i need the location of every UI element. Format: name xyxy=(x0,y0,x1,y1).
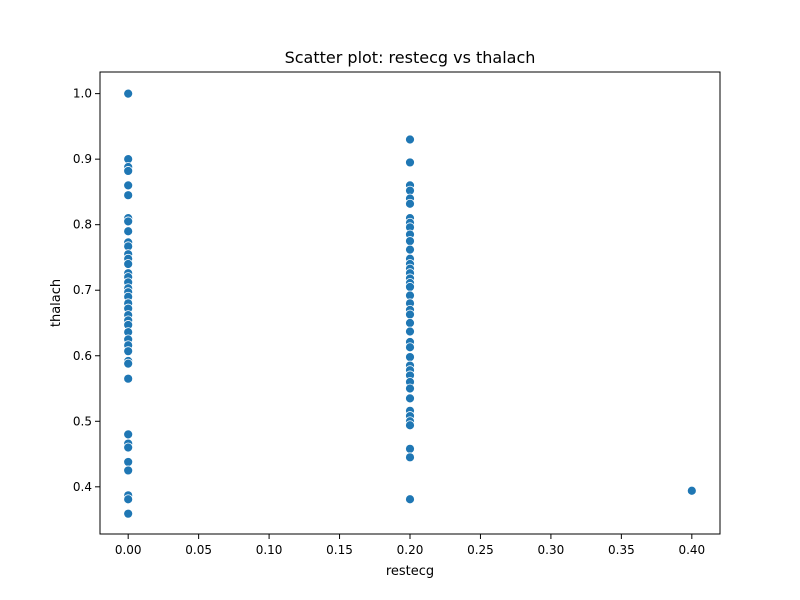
scatter-point xyxy=(405,282,415,292)
scatter-point xyxy=(405,157,415,168)
scatter-point xyxy=(405,244,415,255)
scatter-point xyxy=(405,393,415,404)
x-tick-label: 0.10 xyxy=(256,543,283,557)
x-tick-label: 0.00 xyxy=(115,543,142,557)
scatter-point xyxy=(405,326,415,337)
scatter-point xyxy=(123,442,134,453)
scatter-point xyxy=(123,166,134,176)
x-tick-label: 0.40 xyxy=(678,543,705,557)
x-tick-label: 0.05 xyxy=(185,543,212,557)
scatter-point xyxy=(123,226,134,237)
scatter-point xyxy=(405,352,415,362)
scatter-points xyxy=(123,88,697,519)
scatter-point xyxy=(686,485,697,496)
scatter-point xyxy=(123,216,134,227)
y-axis: 0.4 0.5 0.6 0.7 0.8 0.9 1.0 xyxy=(73,87,100,494)
scatter-point xyxy=(405,236,415,246)
scatter-point xyxy=(123,180,134,191)
scatter-point xyxy=(405,198,415,209)
scatter-point xyxy=(123,494,134,505)
x-tick-label: 0.30 xyxy=(538,543,565,557)
y-tick-label: 0.8 xyxy=(73,218,92,232)
scatter-point xyxy=(123,259,134,269)
y-tick-label: 0.6 xyxy=(73,349,92,363)
chart-title: Scatter plot: restecg vs thalach xyxy=(285,48,536,67)
x-tick-label: 0.15 xyxy=(326,543,353,557)
x-tick-label: 0.35 xyxy=(608,543,635,557)
x-axis: 0.00 0.05 0.10 0.15 0.20 0.25 0.30 0.35 0.40 xyxy=(115,534,705,557)
scatter-point xyxy=(123,508,134,519)
scatter-point xyxy=(405,383,415,394)
scatter-point xyxy=(123,88,134,99)
x-tick-label: 0.25 xyxy=(467,543,494,557)
scatter-point xyxy=(123,358,134,369)
y-tick-label: 0.9 xyxy=(73,152,92,166)
y-tick-label: 1.0 xyxy=(73,87,92,101)
scatter-point xyxy=(123,346,134,357)
scatter-point xyxy=(123,457,134,467)
scatter-point xyxy=(123,373,134,384)
scatter-point xyxy=(405,342,415,353)
y-tick-label: 0.4 xyxy=(73,480,92,494)
scatter-point xyxy=(405,420,415,431)
y-tick-label: 0.5 xyxy=(73,414,92,428)
scatter-point xyxy=(123,465,134,476)
scatter-point xyxy=(405,134,415,145)
x-axis-label: restecg xyxy=(386,564,434,579)
scatter-point xyxy=(123,429,134,440)
y-tick-label: 0.7 xyxy=(73,283,92,297)
scatter-point xyxy=(405,309,415,320)
scatter-point xyxy=(405,452,415,463)
scatter-point xyxy=(405,443,415,454)
scatter-point xyxy=(123,190,134,201)
scatter-point xyxy=(405,494,415,505)
x-tick-label: 0.20 xyxy=(397,543,424,557)
scatter-point xyxy=(405,318,415,328)
y-axis-label: thalach xyxy=(49,279,64,327)
